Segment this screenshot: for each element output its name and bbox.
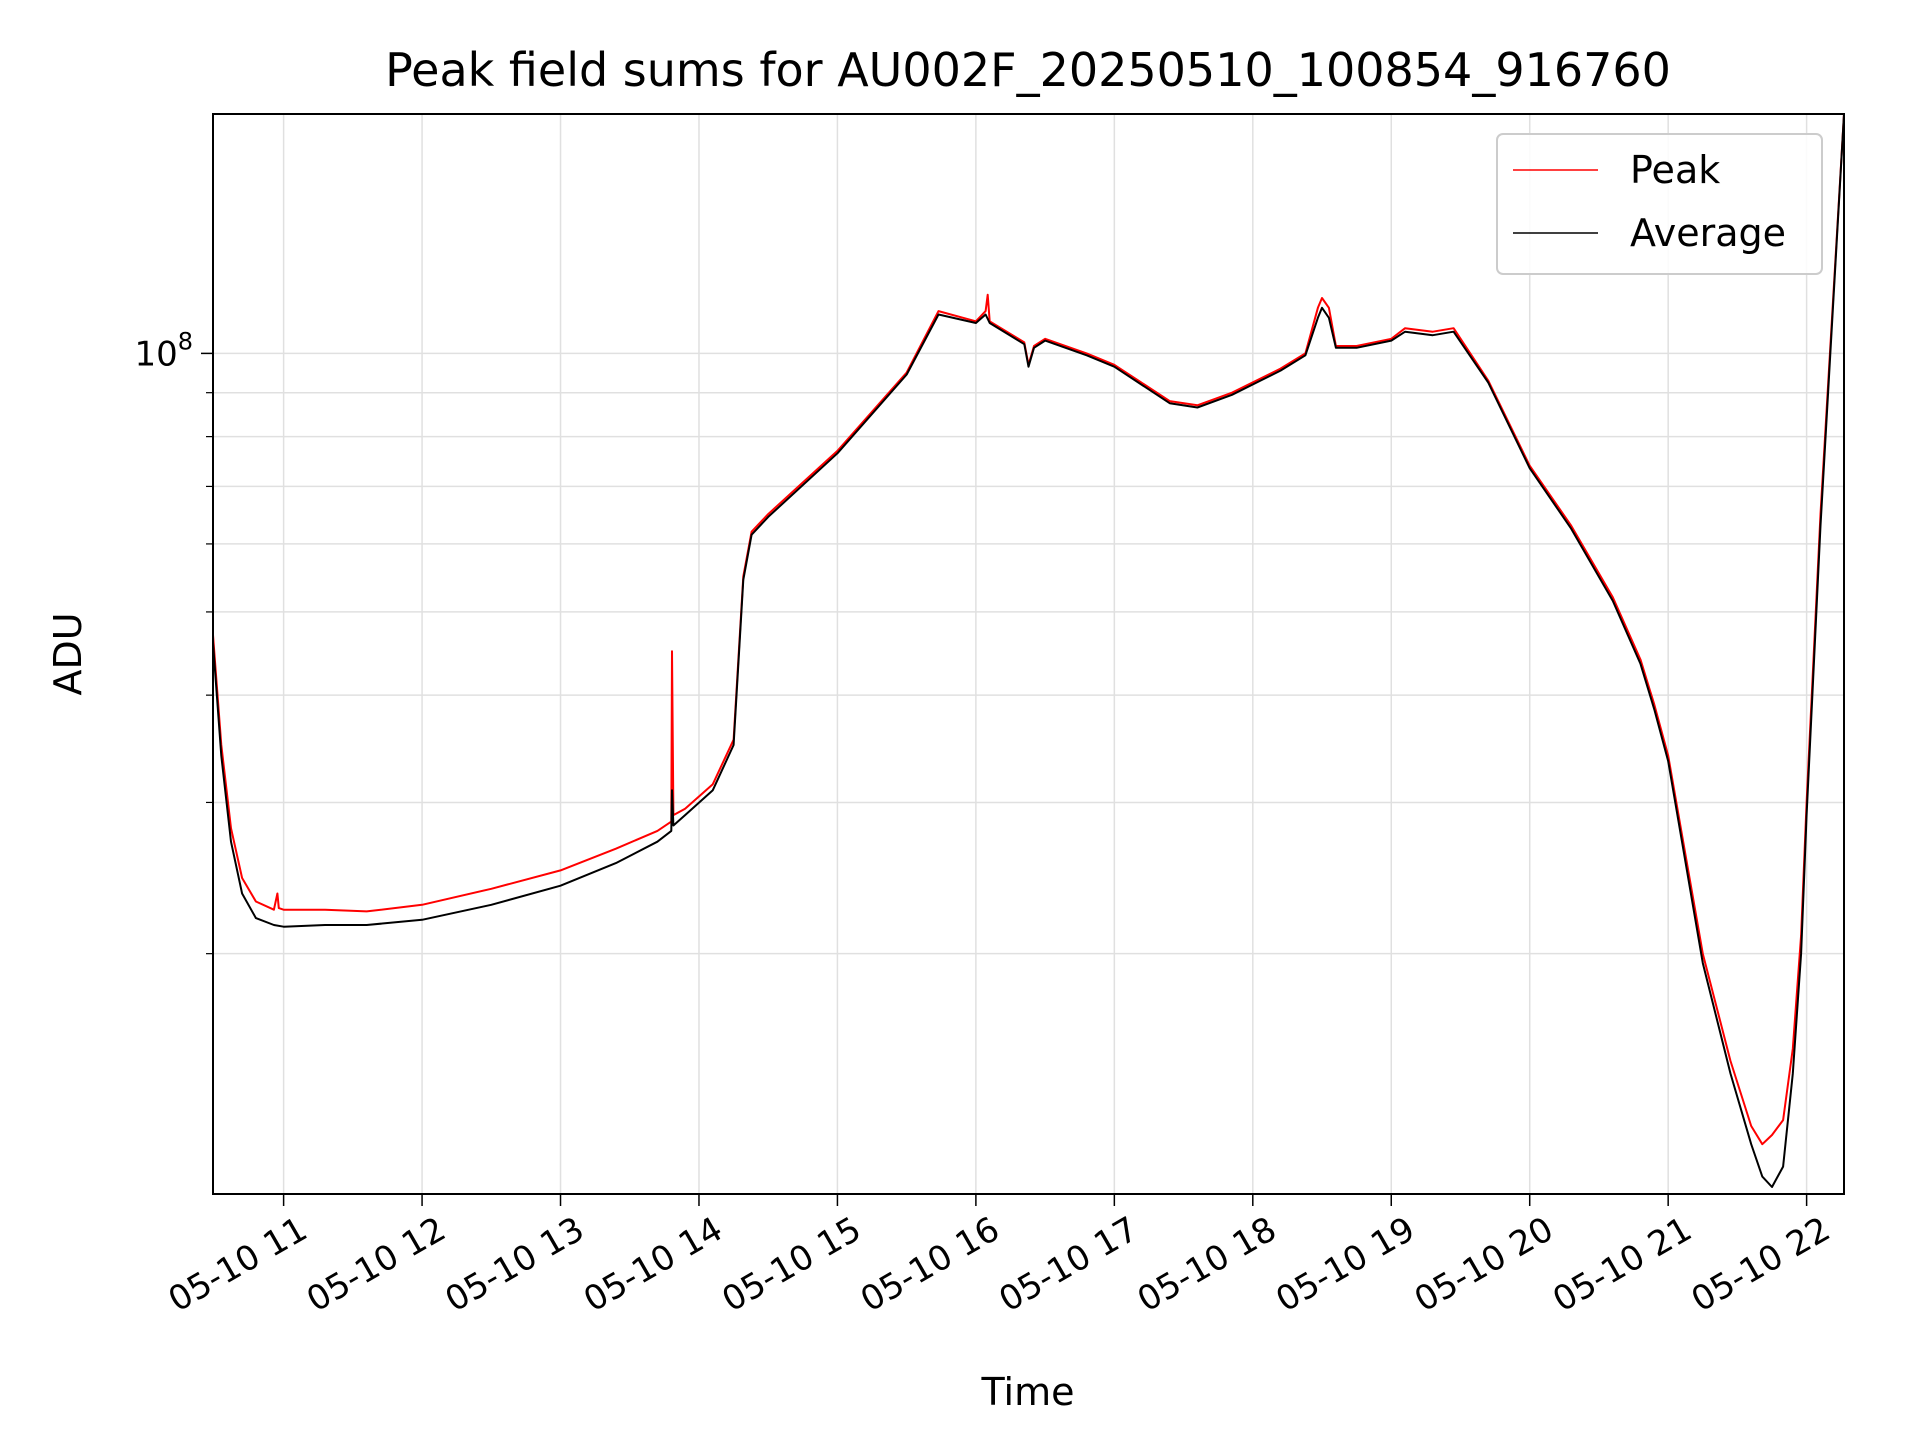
legend-box: [1496, 133, 1823, 275]
series-line-average: [213, 114, 1844, 1188]
series-layer: [213, 114, 1844, 1188]
chart-title: Peak field sums for AU002F_20250510_1008…: [385, 43, 1671, 97]
plot-frame: [212, 113, 1845, 1195]
y-axis-label: ADU: [46, 612, 90, 695]
legend-label-average: Average: [1630, 211, 1786, 255]
legend: Peak Average: [1496, 133, 1823, 275]
y-tick-label: 108: [134, 327, 193, 374]
y-axis: 108: [134, 327, 213, 955]
series-line-peak: [213, 114, 1844, 1146]
plot-area: [213, 114, 1844, 1194]
x-axis-label: Time: [981, 1370, 1075, 1414]
gridlines: [213, 114, 1844, 1194]
legend-label-peak: Peak: [1630, 148, 1720, 192]
